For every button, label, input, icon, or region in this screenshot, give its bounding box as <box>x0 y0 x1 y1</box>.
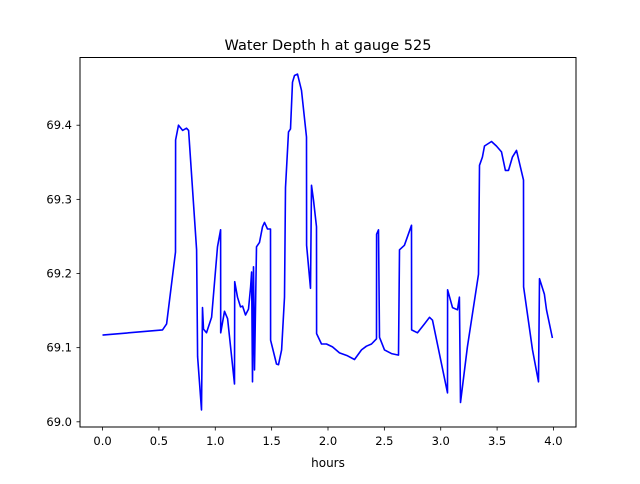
y-tick-label: 69.0 <box>46 415 72 429</box>
x-tick-label: 4.0 <box>544 434 562 448</box>
y-axis: 69.0 69.1 69.2 69.3 69.4 <box>46 118 80 429</box>
x-tick-label: 0.5 <box>150 434 168 448</box>
x-axis: 0.0 0.5 1.0 1.5 2.0 2.5 3.0 3.5 4.0 <box>93 427 563 448</box>
x-tick-label: 1.0 <box>206 434 224 448</box>
plot-area <box>102 73 554 411</box>
y-tick-label: 69.4 <box>46 118 72 132</box>
x-tick-label: 3.5 <box>488 434 506 448</box>
y-tick-label: 69.2 <box>46 267 72 281</box>
series-line-h <box>102 73 554 411</box>
x-tick-label: 2.5 <box>375 434 393 448</box>
chart-title: Water Depth h at gauge 525 <box>225 38 432 54</box>
x-tick-label: 1.5 <box>262 434 280 448</box>
x-tick-label: 2.0 <box>319 434 337 448</box>
y-tick-label: 69.3 <box>46 192 72 206</box>
x-tick-label: 0.0 <box>93 434 111 448</box>
x-axis-label: hours <box>311 456 345 470</box>
x-tick-label: 3.0 <box>432 434 450 448</box>
y-tick-label: 69.1 <box>46 341 72 355</box>
axes-frame <box>79 57 577 428</box>
